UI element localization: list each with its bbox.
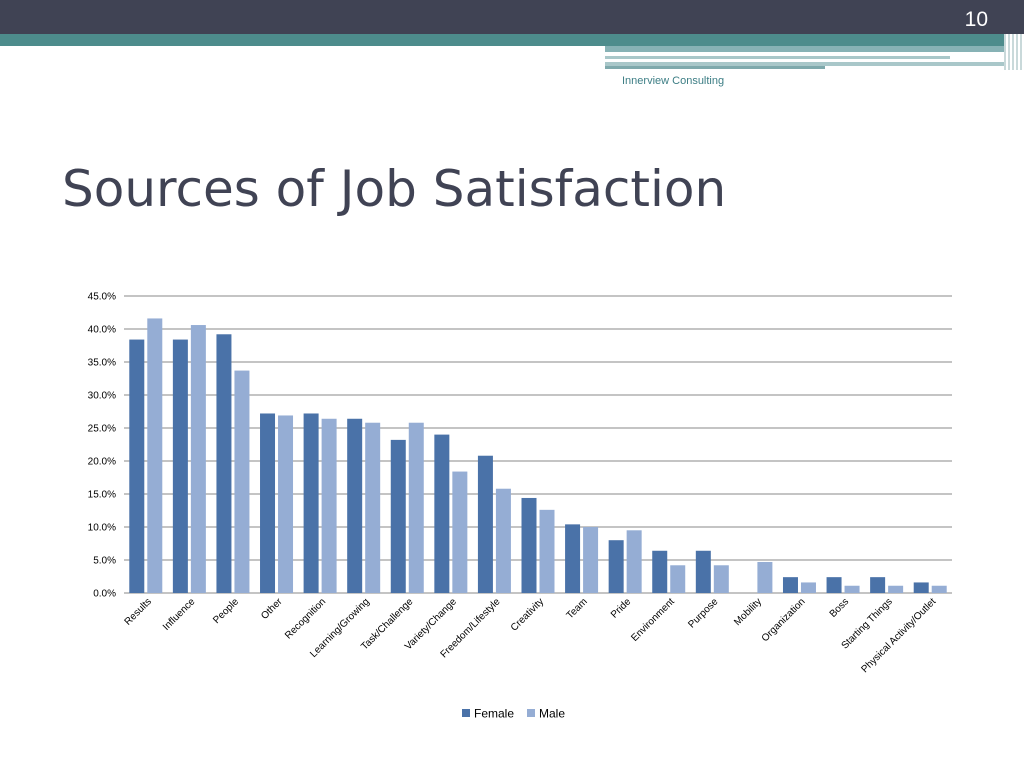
accent-line [605,56,950,59]
company-name: Innerview Consulting [622,75,725,87]
legend-swatch-female [462,709,470,717]
bar-male [931,585,947,593]
bar-chart: 0.0% 5.0% 10.0% 15.0% 20.0% 25.0% 30.0% 35.0% 40… [88,292,952,721]
legend-label-female: Female [474,707,514,721]
y-tick-label: 5.0% [93,556,116,567]
y-tick-label: 25.0% [88,424,116,435]
bar-female [390,439,406,593]
bar-female [870,577,886,593]
accent-band [0,34,1004,46]
bar-female [913,582,929,593]
x-category-label: Other [259,596,285,622]
bar-female [565,524,581,593]
accent-line [605,66,825,69]
bar-male [234,370,250,593]
x-category-label: Creativity [509,596,546,633]
bar-male [321,418,337,593]
bar-male [147,318,163,593]
y-tick-label: 0.0% [93,589,116,600]
bar-male [365,422,381,593]
bar-female [695,550,711,593]
bar-male [844,585,860,593]
bar-female [608,540,624,593]
x-category-label: Purpose [686,596,720,630]
y-tick-label: 20.0% [88,457,116,468]
bar-male [888,585,904,593]
bar-male [583,527,599,593]
bar-male [495,488,511,593]
bar-male [278,415,294,593]
x-category-label: Mobility [732,596,764,628]
y-tick-label: 40.0% [88,325,116,336]
x-category-label: Environment [629,596,677,644]
bar-male [190,325,206,593]
bar-female [826,577,842,593]
bar-male [800,582,816,593]
bar-female [347,418,363,593]
y-tick-label: 10.0% [88,523,116,534]
bar-female [782,577,798,593]
y-tick-label: 30.0% [88,391,116,402]
decorative-stripes [1004,34,1024,70]
x-category-label: Recognition [283,596,328,641]
bar-male [757,561,773,593]
y-tick-label: 15.0% [88,490,116,501]
x-category-label: Results [123,596,154,627]
slide-title: Sources of Job Satisfaction [62,160,727,218]
bar-male [670,565,686,593]
slide-number: 10 [964,8,988,31]
x-category-label: Influence [161,596,198,633]
bar-female [216,334,232,593]
bar-female [172,339,188,593]
x-category-label: Organization [760,596,808,644]
bar-male [626,530,642,593]
y-tick-label: 45.0% [88,292,116,303]
bar-male [408,422,424,593]
header-bar [0,0,1024,34]
x-category-label: Pride [609,596,634,621]
bar-female [477,455,493,593]
bar-female [260,413,276,593]
accent-band-light [605,46,1004,52]
accent-line [605,62,1004,66]
bar-male [539,509,555,593]
legend-swatch-male [527,709,535,717]
bar-male [452,471,468,593]
x-category-label: Boss [828,596,852,620]
bar-female [303,413,319,593]
bar-female [652,550,668,593]
bar-female [521,497,537,593]
x-category-label: Team [565,596,590,621]
x-category-label: People [211,596,241,626]
y-tick-label: 35.0% [88,358,116,369]
bar-male [713,565,729,593]
x-category-label: Physical Activity/Outlet [859,596,938,675]
bar-female [434,434,450,593]
bar-female [129,339,145,593]
legend-label-male: Male [539,707,565,721]
